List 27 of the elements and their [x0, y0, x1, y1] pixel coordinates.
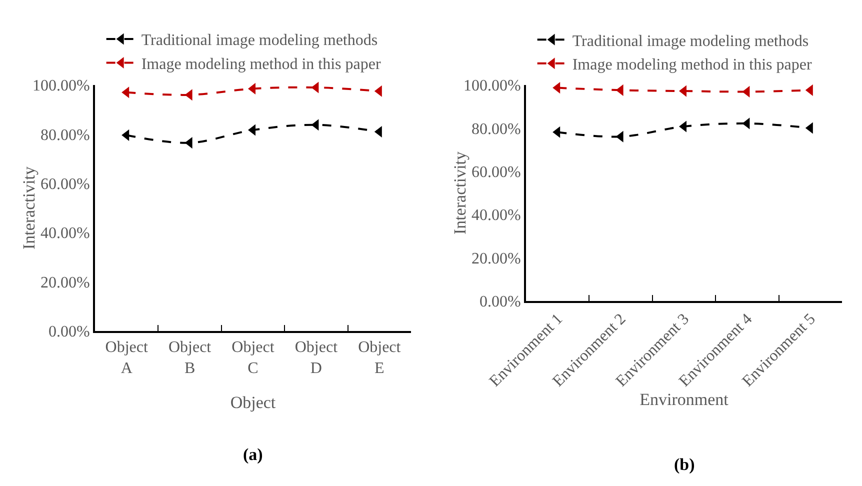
- y-tick-label: 40.00%: [471, 207, 521, 224]
- y-tick-label: 0.00%: [479, 294, 521, 311]
- x-axis-title: Environment: [640, 390, 729, 410]
- y-tick-label: 80.00%: [471, 120, 521, 138]
- y-tick-label: 20.00%: [40, 274, 90, 292]
- text: (a): [243, 445, 263, 464]
- y-tick-label: 0.00%: [48, 324, 90, 341]
- legend-label: Traditional image modeling methods: [141, 32, 378, 50]
- legend-label: Image modeling method in this paper: [141, 56, 382, 74]
- x-tick-label: Object E: [358, 339, 402, 377]
- y-tick-label: 80.00%: [40, 126, 90, 144]
- y-tick-label: 40.00%: [40, 225, 90, 242]
- y-axis-title: Interactivity: [19, 166, 38, 250]
- x-tick-label: Object C: [232, 339, 275, 377]
- legend-label: Image modeling method in this paper: [572, 56, 812, 74]
- y-tick-label: 60.00%: [471, 164, 521, 181]
- legend-label: Traditional image modeling methods: [572, 32, 809, 50]
- x-tick-label: Object A: [105, 339, 148, 377]
- y-tick-label: 100.00%: [463, 78, 521, 95]
- y-tick-label: 60.00%: [40, 176, 90, 193]
- y-tick-label: 100.00%: [32, 78, 90, 95]
- y-axis-title: Interactivity: [450, 150, 470, 235]
- text: (b): [674, 455, 695, 474]
- x-tick-label: Object B: [168, 339, 212, 377]
- y-tick-label: 20.00%: [471, 250, 521, 268]
- x-axis-title: Object: [230, 392, 276, 412]
- x-tick-label: Object D: [294, 339, 338, 377]
